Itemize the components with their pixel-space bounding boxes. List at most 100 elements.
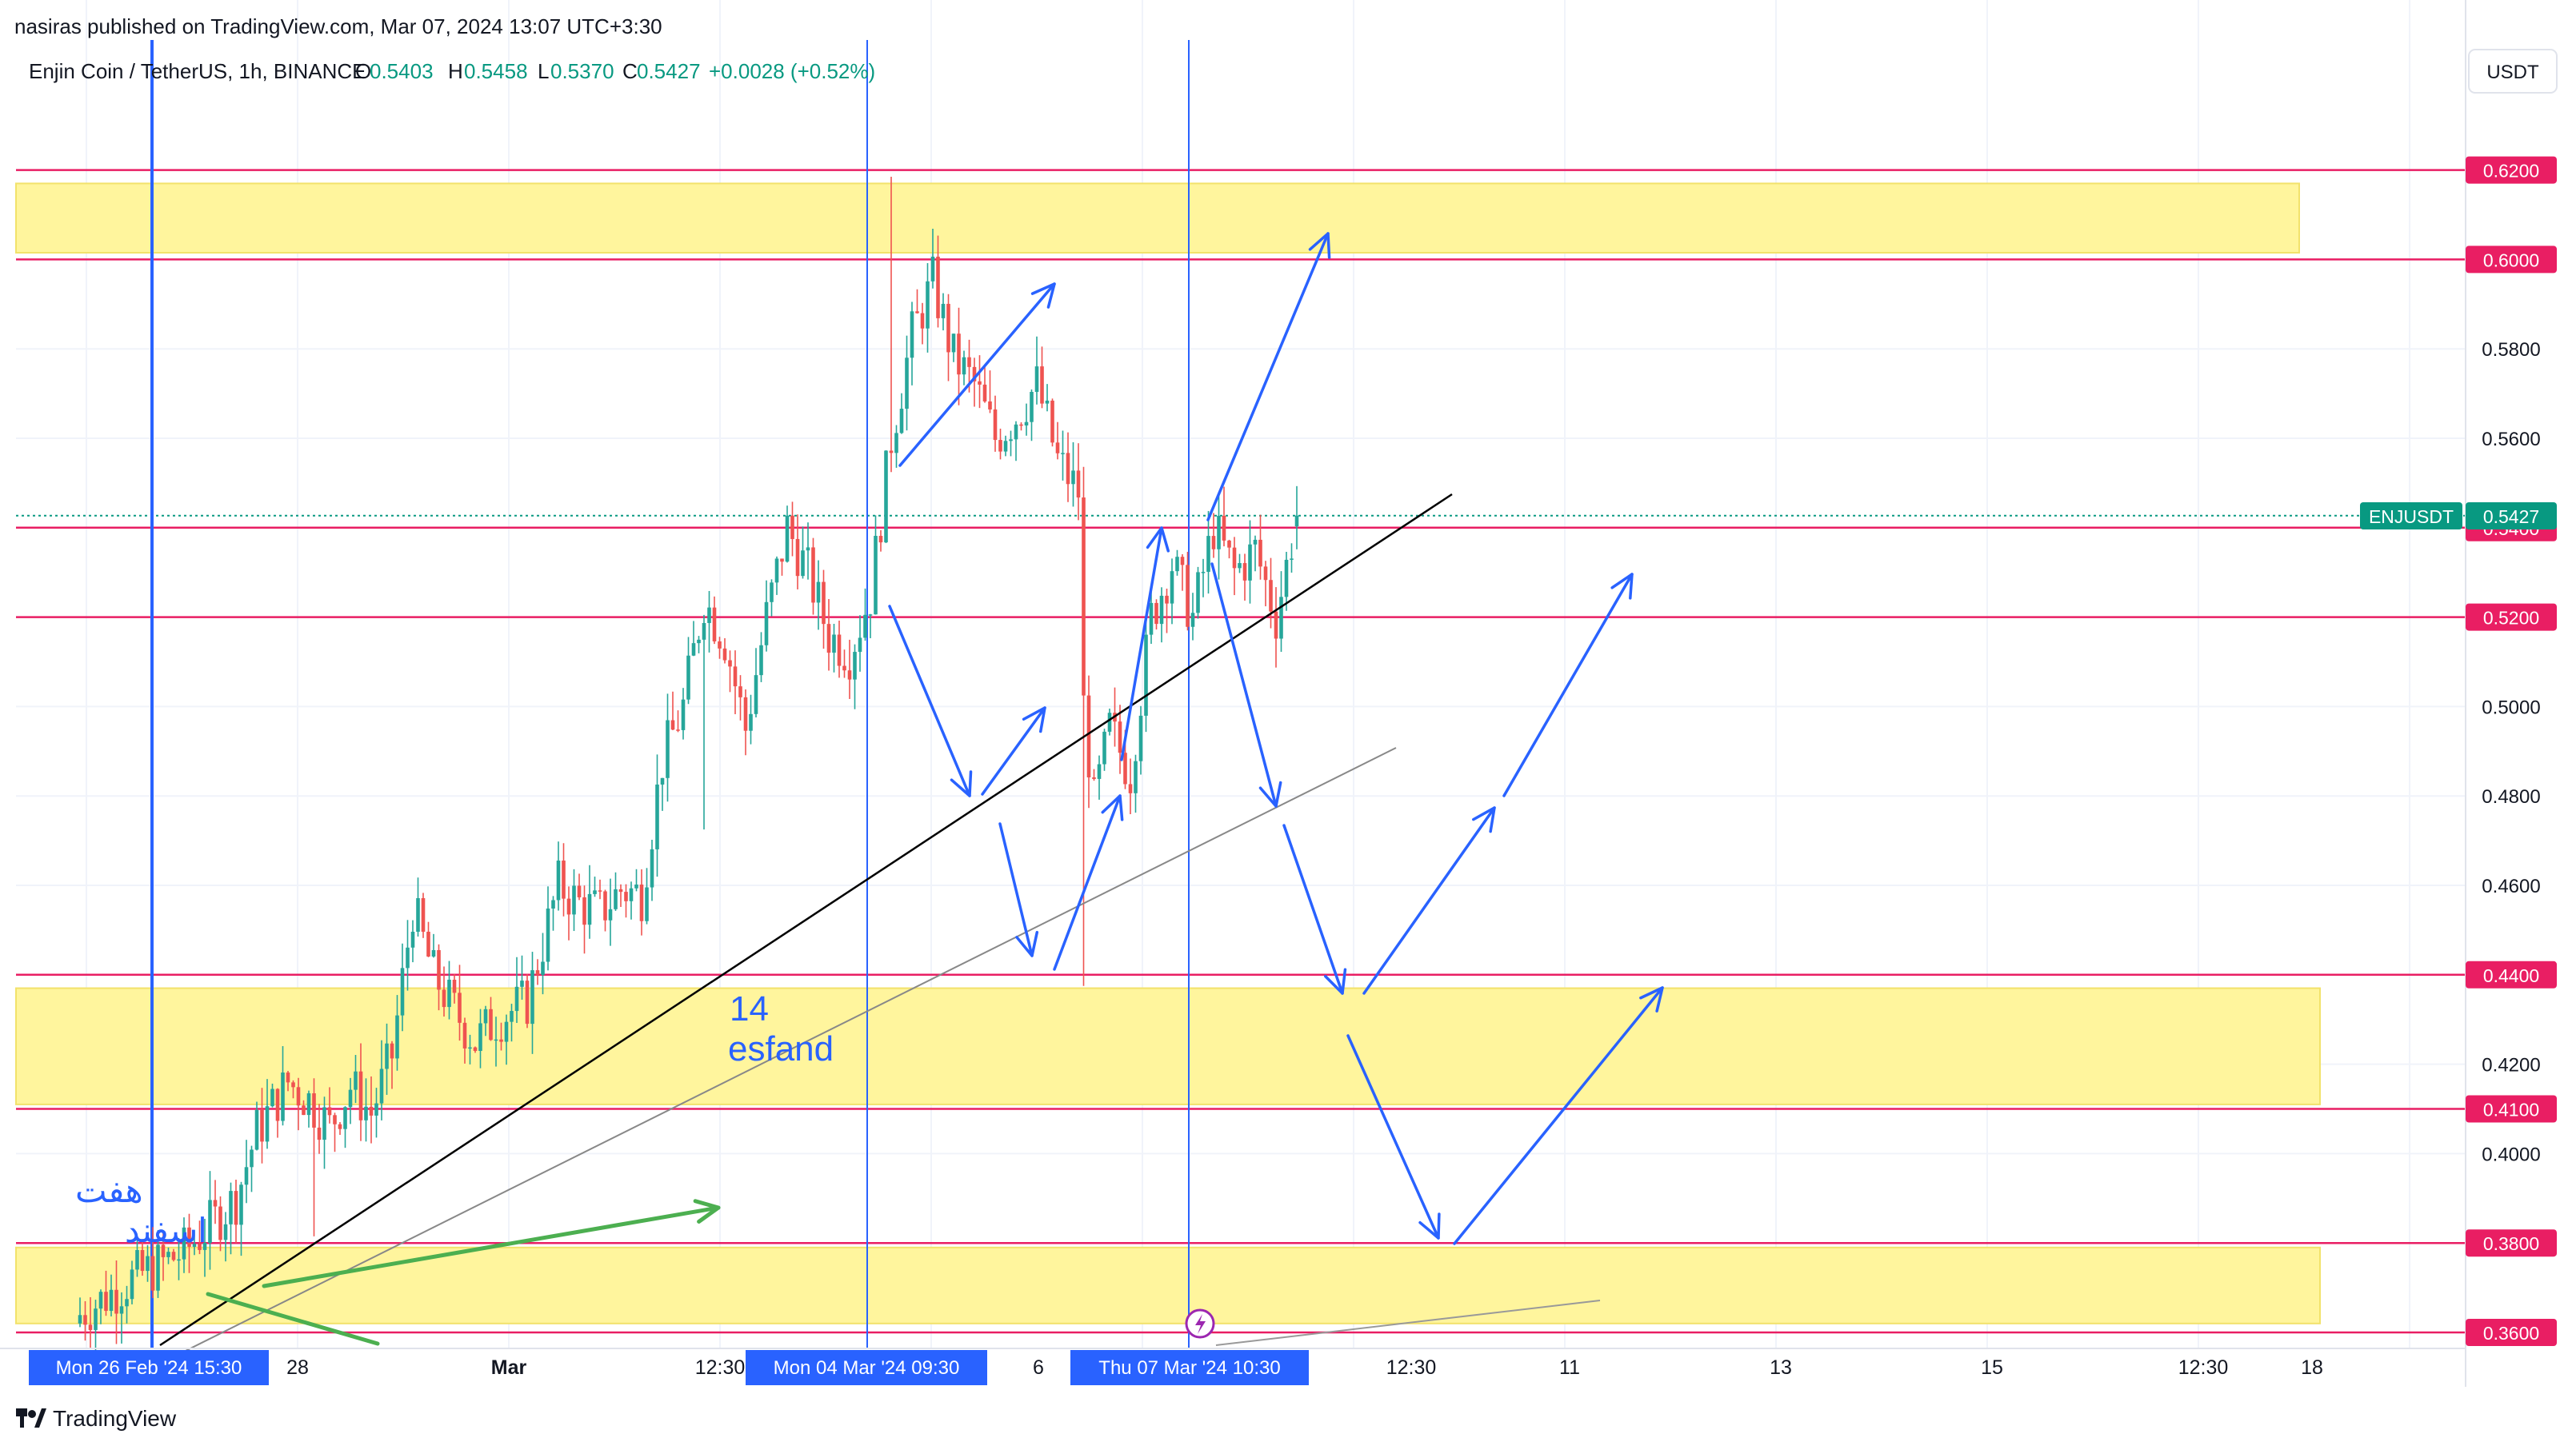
candle-body: [88, 1324, 93, 1330]
forecast-arrow-head: [1639, 986, 1664, 1013]
candle-body: [312, 1093, 316, 1128]
candle-body: [192, 1244, 197, 1247]
forecast-arrow-head: [1101, 794, 1124, 821]
candle-body: [556, 861, 561, 901]
candle-body: [530, 970, 534, 1025]
forecast-arrow: [981, 706, 1046, 796]
candle-body: [972, 366, 977, 381]
candle-body: [489, 1009, 493, 1041]
candle-body: [1159, 595, 1164, 625]
candle-body: [889, 450, 894, 453]
candle-body: [738, 686, 742, 697]
candle-body: [1274, 611, 1278, 639]
candle-body: [1284, 559, 1289, 597]
price-tick-label: 0.4600: [2482, 876, 2540, 897]
highlighted-time-box: [1070, 1350, 1309, 1385]
candle-body: [868, 614, 873, 616]
candle-body: [1238, 563, 1242, 569]
symbol-title[interactable]: Enjin Coin / TetherUS, 1h, BINANCE: [29, 59, 366, 83]
candle-body: [1138, 715, 1143, 761]
candle-body: [660, 777, 665, 785]
candle-body: [135, 1249, 139, 1270]
candle-body: [858, 637, 862, 653]
candle-body: [447, 979, 451, 1008]
time-axis[interactable]: 28 Mar 12:30 6 12:30 11 13 15 12:30 18: [286, 1356, 2323, 1379]
lightning-icon[interactable]: [1185, 1308, 1215, 1339]
forecast-arrow-head: [1015, 930, 1039, 957]
candle-body: [119, 1306, 124, 1314]
currency-button[interactable]: USDT: [2468, 49, 2558, 94]
candle-body: [562, 861, 566, 899]
candle-body: [369, 1106, 374, 1116]
forecast-arrow-head: [1610, 573, 1634, 600]
level-tag: [2466, 246, 2557, 274]
candle-body: [988, 401, 992, 409]
candle-body: [1066, 453, 1070, 485]
candle-body: [1107, 713, 1112, 732]
forecast-arrow: [998, 822, 1034, 957]
level-price-tags: 0.62000.60000.54000.52000.44000.41000.38…: [2466, 156, 2557, 1346]
candle-body: [208, 1200, 212, 1243]
trendline-black: [159, 493, 1453, 1347]
candle-body: [286, 1073, 290, 1083]
candle-body: [899, 409, 904, 433]
candle-body: [452, 979, 457, 993]
current-price-tag: ENJUSDT 0.5427: [2360, 502, 2557, 529]
candle-body: [161, 1244, 166, 1257]
candle-body: [317, 1127, 322, 1140]
candle-body: [1248, 544, 1252, 581]
candle-body: [499, 1039, 503, 1042]
tradingview-logo[interactable]: TradingView: [16, 1406, 177, 1431]
forecast-arrow: [888, 605, 971, 797]
forecast-arrow-head: [1146, 526, 1170, 553]
candle-body: [78, 1315, 82, 1324]
candle-body: [1211, 536, 1216, 549]
candle-body: [218, 1206, 222, 1240]
candle-body: [1279, 597, 1283, 639]
candle-body: [535, 970, 540, 975]
candle-body: [202, 1242, 207, 1250]
level-tag: [2466, 156, 2557, 184]
level-tag-label: 0.6200: [2483, 161, 2539, 182]
candle-body: [718, 641, 722, 649]
candle-body: [109, 1289, 114, 1312]
candle-body: [343, 1107, 347, 1129]
candle-body: [270, 1088, 274, 1107]
price-axis[interactable]: 0.4000 0.4200 0.4600 0.4800 0.5000 0.5600 0.58…: [2482, 339, 2540, 1165]
candle-body: [1128, 784, 1133, 793]
candle-body: [416, 898, 420, 933]
forecast-arrow: [1346, 1034, 1440, 1240]
candle-body: [905, 358, 909, 409]
candle-body: [764, 601, 769, 645]
candle-body: [458, 993, 462, 1023]
time-tick-label: 15: [1981, 1356, 2003, 1379]
candle-body: [177, 1259, 181, 1261]
candle-body: [1269, 580, 1273, 612]
candle-body: [1144, 634, 1148, 716]
level-tag-label: 0.3800: [2483, 1233, 2539, 1254]
candle-body: [998, 440, 1002, 452]
candle-body: [1076, 470, 1081, 498]
candle-body: [1253, 539, 1258, 545]
highlighted-time-labels: Mon 26 Feb '24 15:30 Mon 04 Mar '24 09:30…: [29, 1350, 1309, 1385]
forecast-arrow-head: [1258, 781, 1282, 808]
candle-body: [598, 890, 602, 892]
candle-body: [546, 908, 550, 962]
candle-body: [863, 614, 867, 638]
forecast-arrow: [1502, 573, 1634, 797]
zone-2: [15, 1246, 2321, 1324]
candle-body: [842, 665, 846, 671]
candle-body: [1180, 557, 1185, 565]
level-tag-label: 0.5200: [2483, 608, 2539, 629]
level-tag: [2466, 1095, 2557, 1123]
candle-body: [1190, 613, 1195, 627]
candle-body: [1061, 453, 1065, 454]
candle-body: [811, 547, 815, 603]
candle-body: [442, 989, 446, 1008]
vertical-marker-lines: [150, 40, 1190, 1348]
highlighted-time-label: Mon 04 Mar '24 09:30: [774, 1357, 960, 1379]
candle-body: [676, 729, 680, 731]
candle-body: [759, 645, 763, 676]
zone-1: [15, 987, 2321, 1105]
